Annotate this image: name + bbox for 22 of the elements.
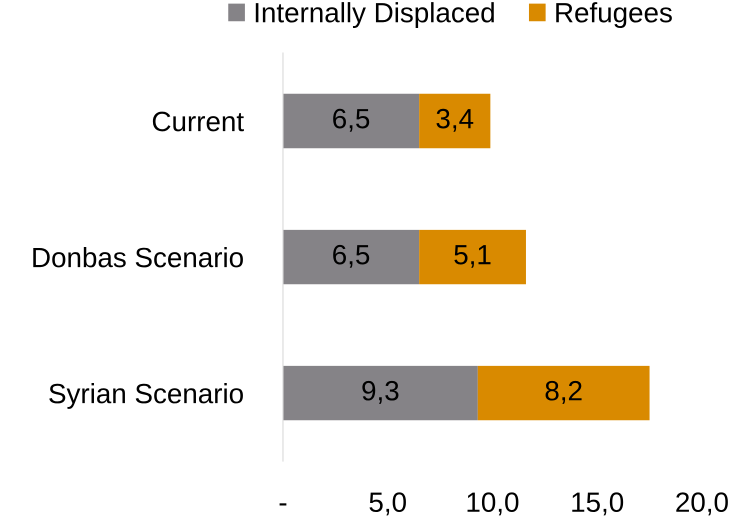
data-label: 5,1 bbox=[454, 245, 491, 268]
data-label: 8,2 bbox=[546, 380, 582, 404]
bar bbox=[419, 230, 526, 284]
x-tick-label: 15,0 bbox=[572, 492, 624, 516]
data-label: 3,4 bbox=[436, 108, 474, 132]
x-tick-label: 20,0 bbox=[676, 492, 728, 516]
bar bbox=[282, 366, 478, 420]
y-tick-label: Donbas Scenario bbox=[33, 246, 243, 268]
bar bbox=[282, 94, 420, 148]
data-label: 6,5 bbox=[333, 244, 370, 268]
data-label: 9,3 bbox=[362, 380, 398, 404]
legend-label: Refugees bbox=[556, 2, 672, 28]
legend-label: Internally Displaced bbox=[256, 2, 494, 28]
bar bbox=[419, 94, 490, 148]
y-tick-label: Current bbox=[152, 112, 244, 132]
x-tick-label: - bbox=[280, 503, 286, 506]
data-label: 6,5 bbox=[333, 108, 370, 132]
x-tick-label: 10,0 bbox=[468, 492, 518, 516]
x-tick-label: 5,0 bbox=[370, 492, 406, 516]
bar bbox=[282, 230, 420, 284]
bar bbox=[478, 366, 650, 420]
y-tick-label: Syrian Scenario bbox=[49, 383, 243, 409]
